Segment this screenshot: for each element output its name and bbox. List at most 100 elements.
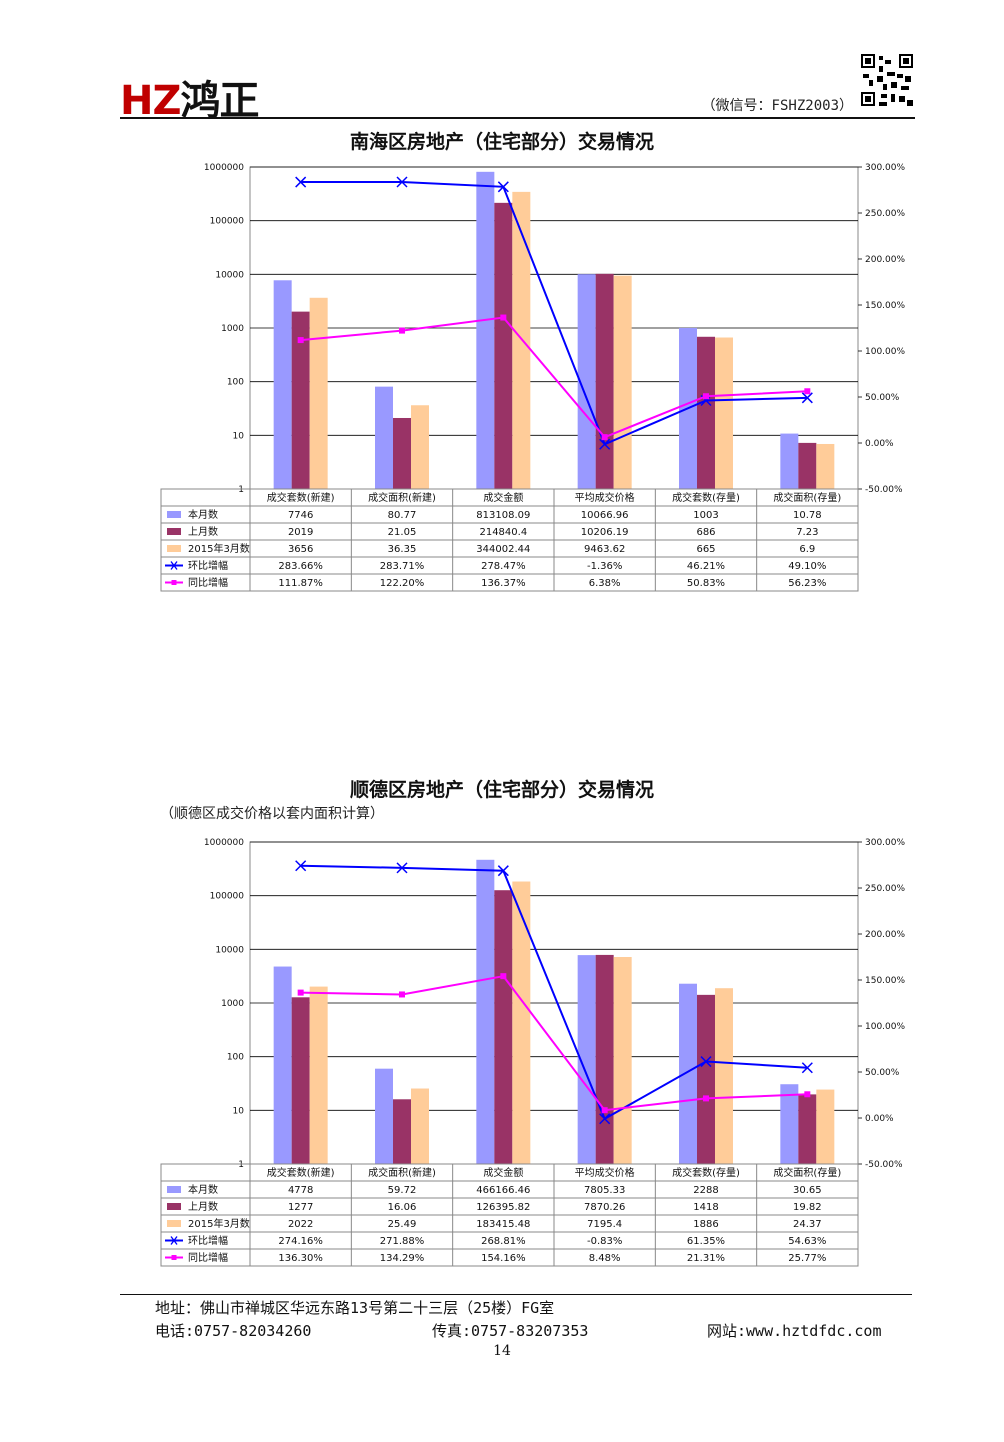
bar [375,1068,393,1164]
footer-website: 网站:www.hztdfdc.com [707,1322,882,1340]
table-cell-value: 2022 [288,1219,313,1230]
legend-label: 2015年3月数 [188,542,250,555]
table-cell-value: 10206.19 [581,527,629,538]
x-tick-label: 成交套数(存量) [672,1166,740,1179]
table-cell-value: 36.35 [388,544,417,555]
table-cell-value: 19.82 [793,1202,822,1213]
table-cell-value: -0.83% [587,1236,622,1247]
bar [494,202,513,489]
y2-tick-label: 0.00% [865,439,894,449]
table-cell-value: 21.31% [687,1253,725,1264]
table-cell-value: 3656 [288,544,313,555]
footer-phone: 电话:0757-82034260 [155,1322,312,1340]
x-tick-label: 成交面积(存量) [773,491,841,504]
x-tick-label: 成交金额 [483,491,523,504]
data-point [497,181,509,193]
bar [613,275,632,489]
bar [697,994,715,1164]
data-point [801,1062,813,1074]
data-point [703,1095,709,1102]
header-divider [120,117,915,119]
table-cell-value: 49.10% [788,561,826,572]
table-cell-value: 134.29% [380,1253,425,1264]
y-tick-label: 100000 [210,892,245,902]
legend-label: 本月数 [188,1183,218,1196]
footer-divider [120,1294,912,1295]
table-cell-value: 1886 [693,1219,718,1230]
x-tick-label: 成交套数(新建) [267,491,335,504]
data-point [497,865,509,877]
data-point [295,860,307,872]
y-tick-label: 1000000 [204,163,244,173]
x-tick-label: 成交套数(存量) [672,491,740,504]
y2-tick-label: 50.00% [865,393,900,403]
table-cell-value: 80.77 [388,510,417,521]
bar [291,997,310,1164]
y-tick-label: 1000000 [204,838,244,848]
table-cell-value: 24.37 [793,1219,822,1230]
legend-swatch [167,511,181,518]
table-cell-value: 154.16% [481,1253,526,1264]
table-cell-value: 1003 [693,510,718,521]
data-point [500,314,507,321]
x-tick-label: 平均成交价格 [575,491,635,504]
page-header: HZ鸿正 （微信号：FSHZ2003） [120,40,915,124]
table-cell-value: 1277 [288,1202,313,1213]
bar [780,433,799,489]
page-number: 14 [493,1343,511,1359]
table-cell-value: 54.63% [788,1236,826,1247]
y2-tick-label: 150.00% [865,301,905,311]
series-line [300,864,808,1121]
table-cell-value: 686 [696,527,715,538]
bar [393,417,411,489]
series-line [300,975,808,1112]
company-logo: HZ鸿正 [120,68,259,126]
table-cell-value: 1418 [693,1202,718,1213]
table-cell-value: 50.83% [687,578,725,589]
chart-nanhai: 1 10 100 1000 10000 100000 1000000 -50.00% 0.00%… [160,163,905,592]
bar [512,191,531,489]
bar [577,955,596,1164]
y2-tick-label: -50.00% [865,485,903,495]
series-line [300,316,808,439]
table-cell-value: 214840.4 [479,527,527,538]
chart-title-nanhai: 南海区房地产（住宅部分）交易情况 [349,131,654,153]
series-line [300,180,808,446]
legend-marker [171,1255,177,1260]
chart-title-shunde: 顺德区房地产（住宅部分）交易情况 [349,779,654,801]
table-cell-value: 61.35% [687,1236,725,1247]
table-cell-value: 56.23% [788,578,826,589]
table-cell-value: 46.21% [687,561,725,572]
qr-code-icon [859,52,915,108]
table-cell-value: 466166.46 [476,1185,530,1196]
data-point [804,1091,811,1098]
legend-label: 环比增幅 [188,1234,228,1247]
table-cell-value: 665 [696,544,715,555]
bar [715,988,733,1164]
legend-swatch [167,545,181,552]
legend-label: 上月数 [188,525,218,538]
bar [411,1088,429,1164]
table-cell-value: 4778 [288,1185,313,1196]
data-point [297,989,304,996]
legend-label: 同比增幅 [188,576,228,589]
legend-label: 2015年3月数 [188,1217,250,1230]
y2-tick-label: 150.00% [865,976,905,986]
table-cell-value: 25.77% [788,1253,826,1264]
table-cell-value: 344002.44 [476,544,530,555]
table-cell-value: 136.30% [278,1253,323,1264]
data-point [295,176,307,188]
table-cell-value: 8.48% [589,1253,621,1264]
x-tick-label: 平均成交价格 [575,1166,635,1179]
bar [715,337,733,489]
table-cell-value: 30.65 [793,1185,822,1196]
table-cell-value: 2019 [288,527,313,538]
x-tick-label: 成交面积(存量) [773,1166,841,1179]
y2-tick-label: 200.00% [865,930,905,940]
bar [595,273,614,489]
legend-swatch [167,528,181,535]
data-point [399,991,405,998]
table-cell-value: 6.38% [589,578,621,589]
x-tick-label: 成交套数(新建) [267,1166,335,1179]
legend-marker [170,1236,178,1245]
